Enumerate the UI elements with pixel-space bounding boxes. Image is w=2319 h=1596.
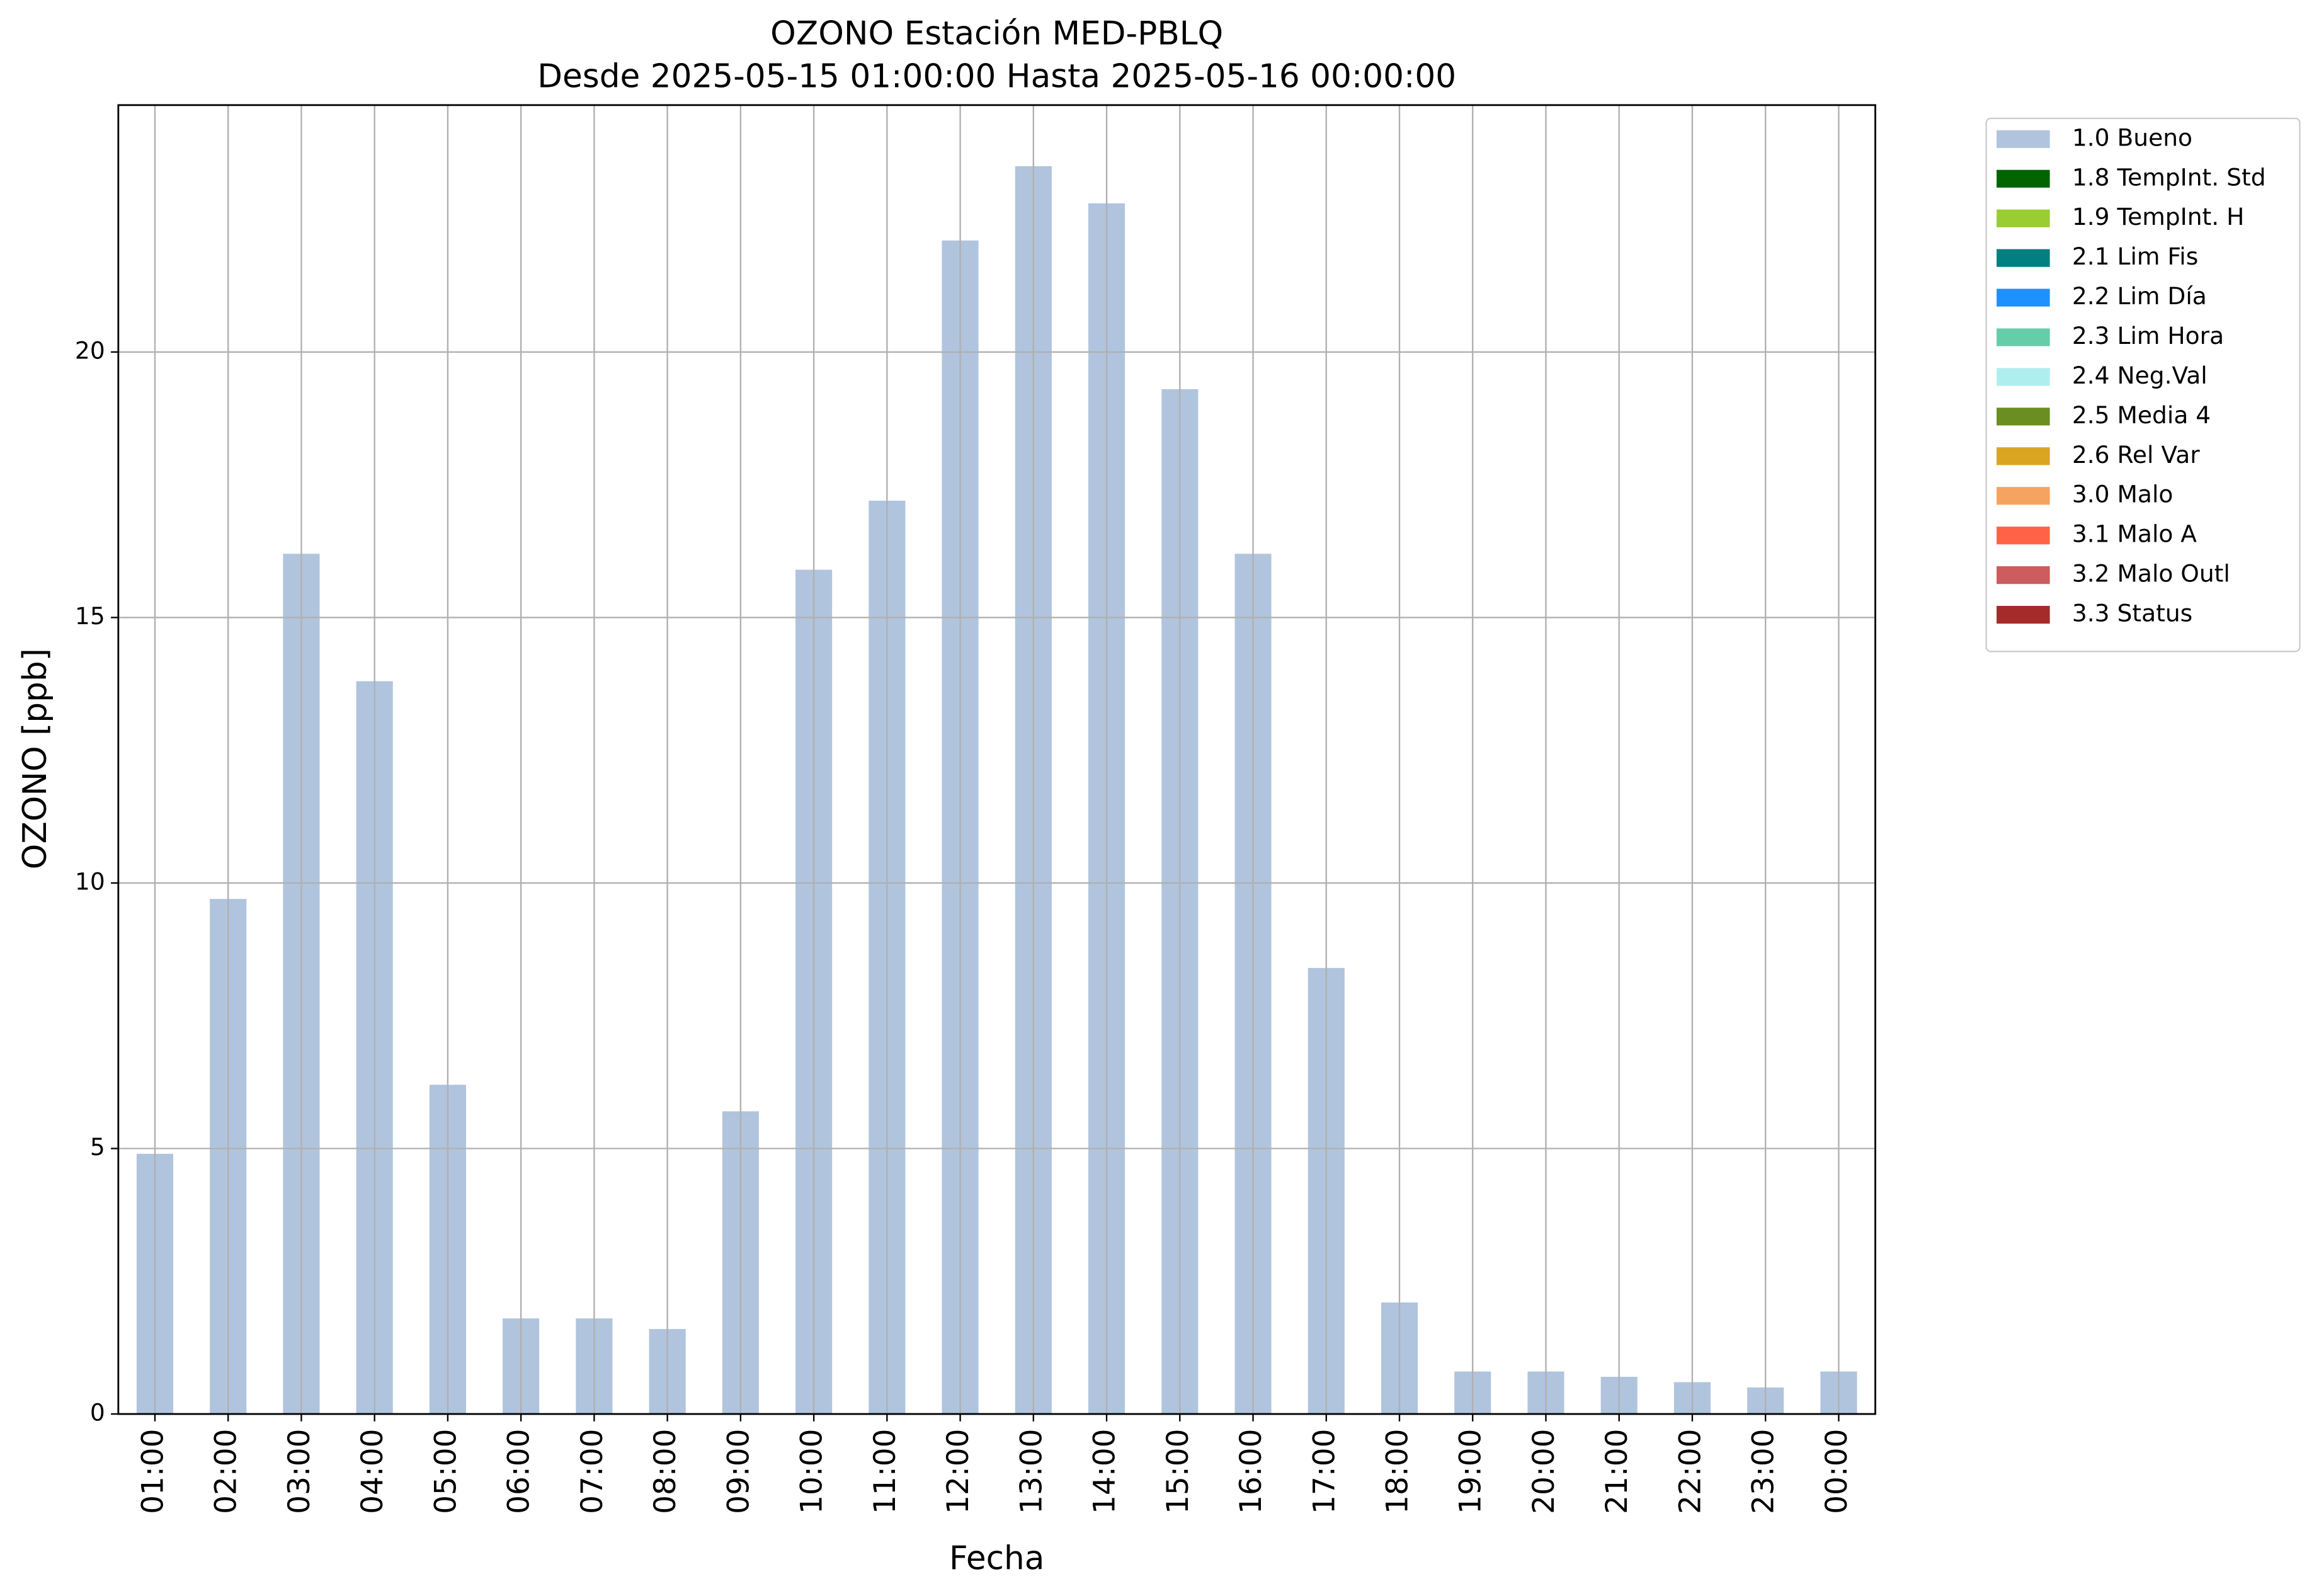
x-tick-label: 14:00 [1088,1429,1122,1514]
x-tick-label: 20:00 [1527,1429,1561,1514]
y-tick-label: 0 [90,1399,105,1427]
x-tick-label: 09:00 [721,1429,756,1514]
legend-label: 3.3 Status [2072,600,2192,627]
legend-label: 2.3 Lim Hora [2072,322,2224,350]
legend-label: 3.0 Malo [2072,481,2174,508]
legend-label: 2.1 Lim Fis [2072,242,2198,270]
legend-label: 1.0 Bueno [2072,123,2192,151]
y-tick-label: 15 [75,602,105,630]
legend-label: 1.8 TempInt. Std [2072,163,2266,191]
legend-swatch [1997,130,2050,148]
x-tick-label: 02:00 [209,1429,244,1514]
plot-frame [117,104,1876,1415]
y-tick-label: 10 [75,867,105,895]
x-tick-label: 04:00 [355,1429,390,1514]
x-tick-label: 10:00 [795,1429,829,1514]
legend-swatch [1997,527,2050,545]
legend-label: 2.6 Rel Var [2072,441,2200,469]
legend-swatch [1997,209,2050,227]
legend-label: 2.5 Media 4 [2072,401,2211,429]
legend-swatch [1997,368,2050,386]
legend-swatch [1997,169,2050,188]
x-tick-label: 03:00 [282,1429,317,1514]
x-tick-label: 05:00 [428,1429,463,1514]
chart-subtitle: Desde 2025-05-15 01:00:00 Hasta 2025-05-… [537,58,1456,96]
x-tick-label: 16:00 [1234,1429,1268,1514]
x-tick-label: 21:00 [1600,1429,1634,1514]
y-tick-label: 5 [90,1133,105,1161]
legend-swatch [1997,328,2050,346]
legend-swatch [1997,487,2050,505]
x-tick-label: 13:00 [1014,1429,1049,1514]
legend-box [1985,117,2301,653]
x-tick-label: 18:00 [1380,1429,1415,1514]
legend-label: 3.2 Malo Outl [2072,560,2230,588]
legend-swatch [1997,605,2050,624]
x-tick-label: 07:00 [575,1429,610,1514]
x-tick-label: 08:00 [648,1429,683,1514]
y-tick-label: 20 [75,336,105,364]
x-tick-label: 22:00 [1673,1429,1707,1514]
legend-swatch [1997,288,2050,307]
x-tick-label: 11:00 [868,1429,903,1514]
x-axis-label: Fecha [949,1540,1044,1578]
legend-label: 2.2 Lim Día [2072,282,2207,310]
legend-label: 3.1 Malo A [2072,520,2197,548]
x-tick-label: 01:00 [135,1429,170,1514]
legend-swatch [1997,566,2050,584]
legend-swatch [1997,447,2050,465]
chart-title: OZONO Estación MED-PBLQ [770,15,1223,53]
x-tick-label: 00:00 [1820,1429,1854,1514]
x-tick-label: 23:00 [1746,1429,1781,1514]
y-axis-label: OZONO [ppb] [16,648,54,869]
x-tick-label: 19:00 [1454,1429,1488,1514]
legend-label: 1.9 TempInt. H [2072,203,2245,231]
x-tick-label: 12:00 [941,1429,976,1514]
legend-swatch [1997,408,2050,426]
legend-swatch [1997,249,2050,267]
x-tick-label: 06:00 [502,1429,537,1514]
x-tick-label: 17:00 [1307,1429,1342,1514]
x-tick-label: 15:00 [1161,1429,1195,1514]
legend-label: 2.4 Neg.Val [2072,362,2208,389]
